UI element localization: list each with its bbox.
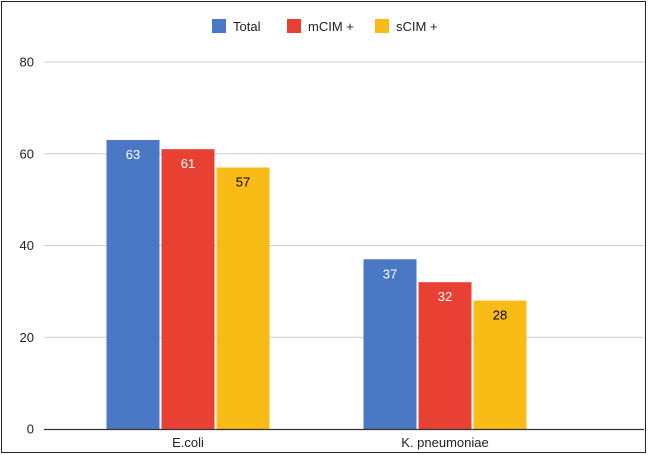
bar xyxy=(363,259,417,429)
legend-swatch xyxy=(212,19,226,33)
bar xyxy=(418,282,472,429)
bar xyxy=(216,167,270,429)
bar xyxy=(106,139,160,430)
data-label: 63 xyxy=(126,147,140,162)
data-label: 28 xyxy=(493,308,507,323)
legend-swatch xyxy=(375,19,389,33)
bar xyxy=(161,149,215,429)
y-tick-label: 40 xyxy=(20,238,34,253)
legend-label: mCIM + xyxy=(308,19,354,34)
bars: 63 61 57 37 32 28 xyxy=(106,139,527,430)
legend-label: Total xyxy=(233,19,261,34)
y-tick-label: 60 xyxy=(20,146,34,161)
x-axis: E.coli K. pneumoniae xyxy=(44,428,644,450)
y-axis: 0 20 40 60 80 xyxy=(20,55,34,437)
data-label: 37 xyxy=(383,266,397,281)
legend-swatch xyxy=(287,19,301,33)
x-tick-label: E.coli xyxy=(172,435,204,450)
y-tick-label: 80 xyxy=(20,55,34,70)
x-tick-label: K. pneumoniae xyxy=(401,435,488,450)
y-tick-label: 20 xyxy=(20,330,34,345)
legend-label: sCIM + xyxy=(396,19,438,34)
data-label: 61 xyxy=(181,156,195,171)
data-label: 32 xyxy=(438,289,452,304)
y-tick-label: 0 xyxy=(27,422,34,437)
data-label: 57 xyxy=(236,175,250,190)
legend: Total mCIM + sCIM + xyxy=(212,19,438,34)
bar xyxy=(473,300,527,429)
